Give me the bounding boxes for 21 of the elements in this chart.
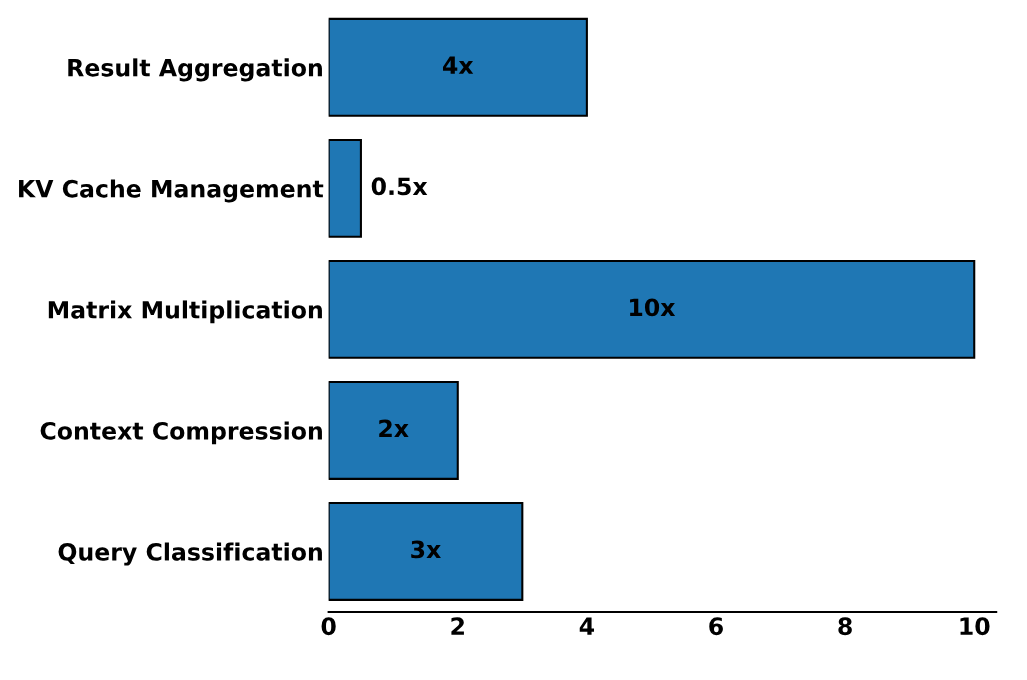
data-label: 0.5x xyxy=(371,177,428,196)
bar xyxy=(328,259,976,359)
bar xyxy=(328,502,524,601)
y-tick-label: KV Cache Management xyxy=(19,179,324,203)
data-label: 2x xyxy=(379,419,409,437)
x-tick-label: 0 xyxy=(321,617,336,636)
data-label: 3x xyxy=(411,540,441,559)
y-tick-label: Context Compression xyxy=(40,421,322,445)
x-tick-label: 10 xyxy=(960,617,990,636)
data-label: 4x xyxy=(442,56,474,74)
data-label: 10x xyxy=(630,298,676,317)
x-tick-label: 2 xyxy=(451,617,464,635)
y-tick-label: Result Aggregation xyxy=(68,58,322,82)
x-tick-label: 4 xyxy=(579,617,595,635)
y-tick-label: Matrix Multiplication xyxy=(48,300,322,324)
y-tick-label: Query Classification xyxy=(58,542,322,566)
bar xyxy=(328,17,588,117)
bar xyxy=(328,380,459,480)
bar xyxy=(328,138,362,238)
x-tick-label: 8 xyxy=(838,617,852,636)
x-tick-label: 6 xyxy=(709,617,723,636)
